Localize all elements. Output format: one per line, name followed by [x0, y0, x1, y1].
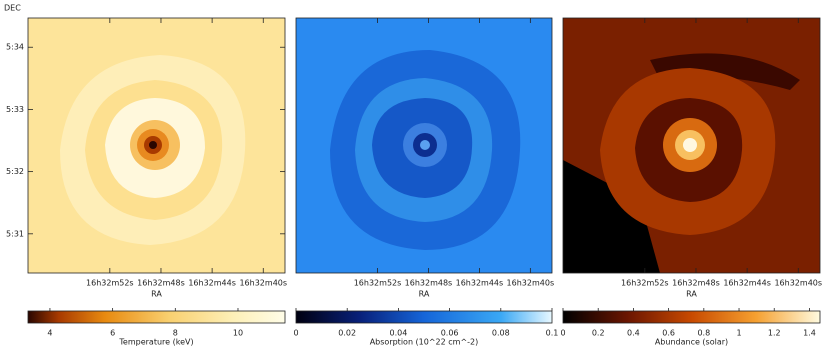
map-frame	[295, 17, 553, 274]
x-tick-label: 16h32m52s	[621, 279, 669, 288]
colorbar-tick-label: 0.6	[662, 329, 675, 338]
x-tick-label: 16h32m44s	[723, 279, 771, 288]
colorbar-tick-label: 1.2	[768, 329, 781, 338]
colorbar-tick-label: 10	[233, 329, 243, 338]
colorbar-tick-label: 0	[293, 329, 298, 338]
x-tick-label: 16h32m44s	[456, 279, 504, 288]
x-tick-label: 16h32m44s	[188, 279, 236, 288]
x-tick-label: 16h32m40s	[774, 279, 822, 288]
map-frame	[562, 17, 821, 274]
colorbar	[27, 310, 286, 324]
colorbar	[295, 310, 553, 324]
colorbar-tick-label: 0.8	[697, 329, 710, 338]
abundance-map	[563, 18, 820, 273]
x-axis-label: RA	[686, 290, 697, 299]
x-axis-label: RA	[419, 290, 430, 299]
colorbar-tick-label: 8	[173, 329, 178, 338]
temperature-map	[28, 18, 285, 273]
y-axis-label: DEC	[4, 4, 21, 13]
x-tick-label: 16h32m52s	[86, 279, 134, 288]
y-tick-label: 5:32	[6, 167, 24, 176]
colorbar-label: Temperature (keV)	[118, 338, 193, 347]
absorption-map	[296, 18, 552, 273]
colorbar-tick-label: 1	[736, 329, 741, 338]
x-tick-label: 16h32m48s	[672, 279, 720, 288]
colorbar-tick-label: 0	[560, 329, 565, 338]
colorbar-tick-label: 0.04	[389, 329, 407, 338]
colorbar-tick-label: 0.06	[441, 329, 459, 338]
colorbar-tick-label: 6	[110, 329, 115, 338]
colorbar-tick-label: 0.2	[592, 329, 605, 338]
colorbar-tick-label: 0.4	[627, 329, 640, 338]
colorbar-tick-label: 4	[47, 329, 52, 338]
x-tick-label: 16h32m48s	[405, 279, 453, 288]
x-tick-label: 16h32m48s	[137, 279, 185, 288]
colorbar-tick-label: 0.1	[546, 329, 559, 338]
x-tick-label: 16h32m40s	[507, 279, 555, 288]
x-axis-label: RA	[151, 290, 162, 299]
y-tick-label: 5:33	[6, 105, 24, 114]
y-tick-label: 5:34	[6, 43, 24, 52]
x-tick-label: 16h32m52s	[354, 279, 402, 288]
map-frame	[27, 17, 286, 274]
colorbar	[562, 310, 821, 324]
x-tick-label: 16h32m40s	[239, 279, 287, 288]
colorbar-label: Abundance (solar)	[655, 338, 728, 347]
colorbar-tick-label: 0.08	[492, 329, 510, 338]
colorbar-tick-label: 1.4	[803, 329, 816, 338]
colorbar-label: Absorption (10^22 cm^-2)	[370, 338, 479, 347]
y-tick-label: 5:31	[6, 229, 24, 238]
colorbar-tick-label: 0.02	[338, 329, 356, 338]
